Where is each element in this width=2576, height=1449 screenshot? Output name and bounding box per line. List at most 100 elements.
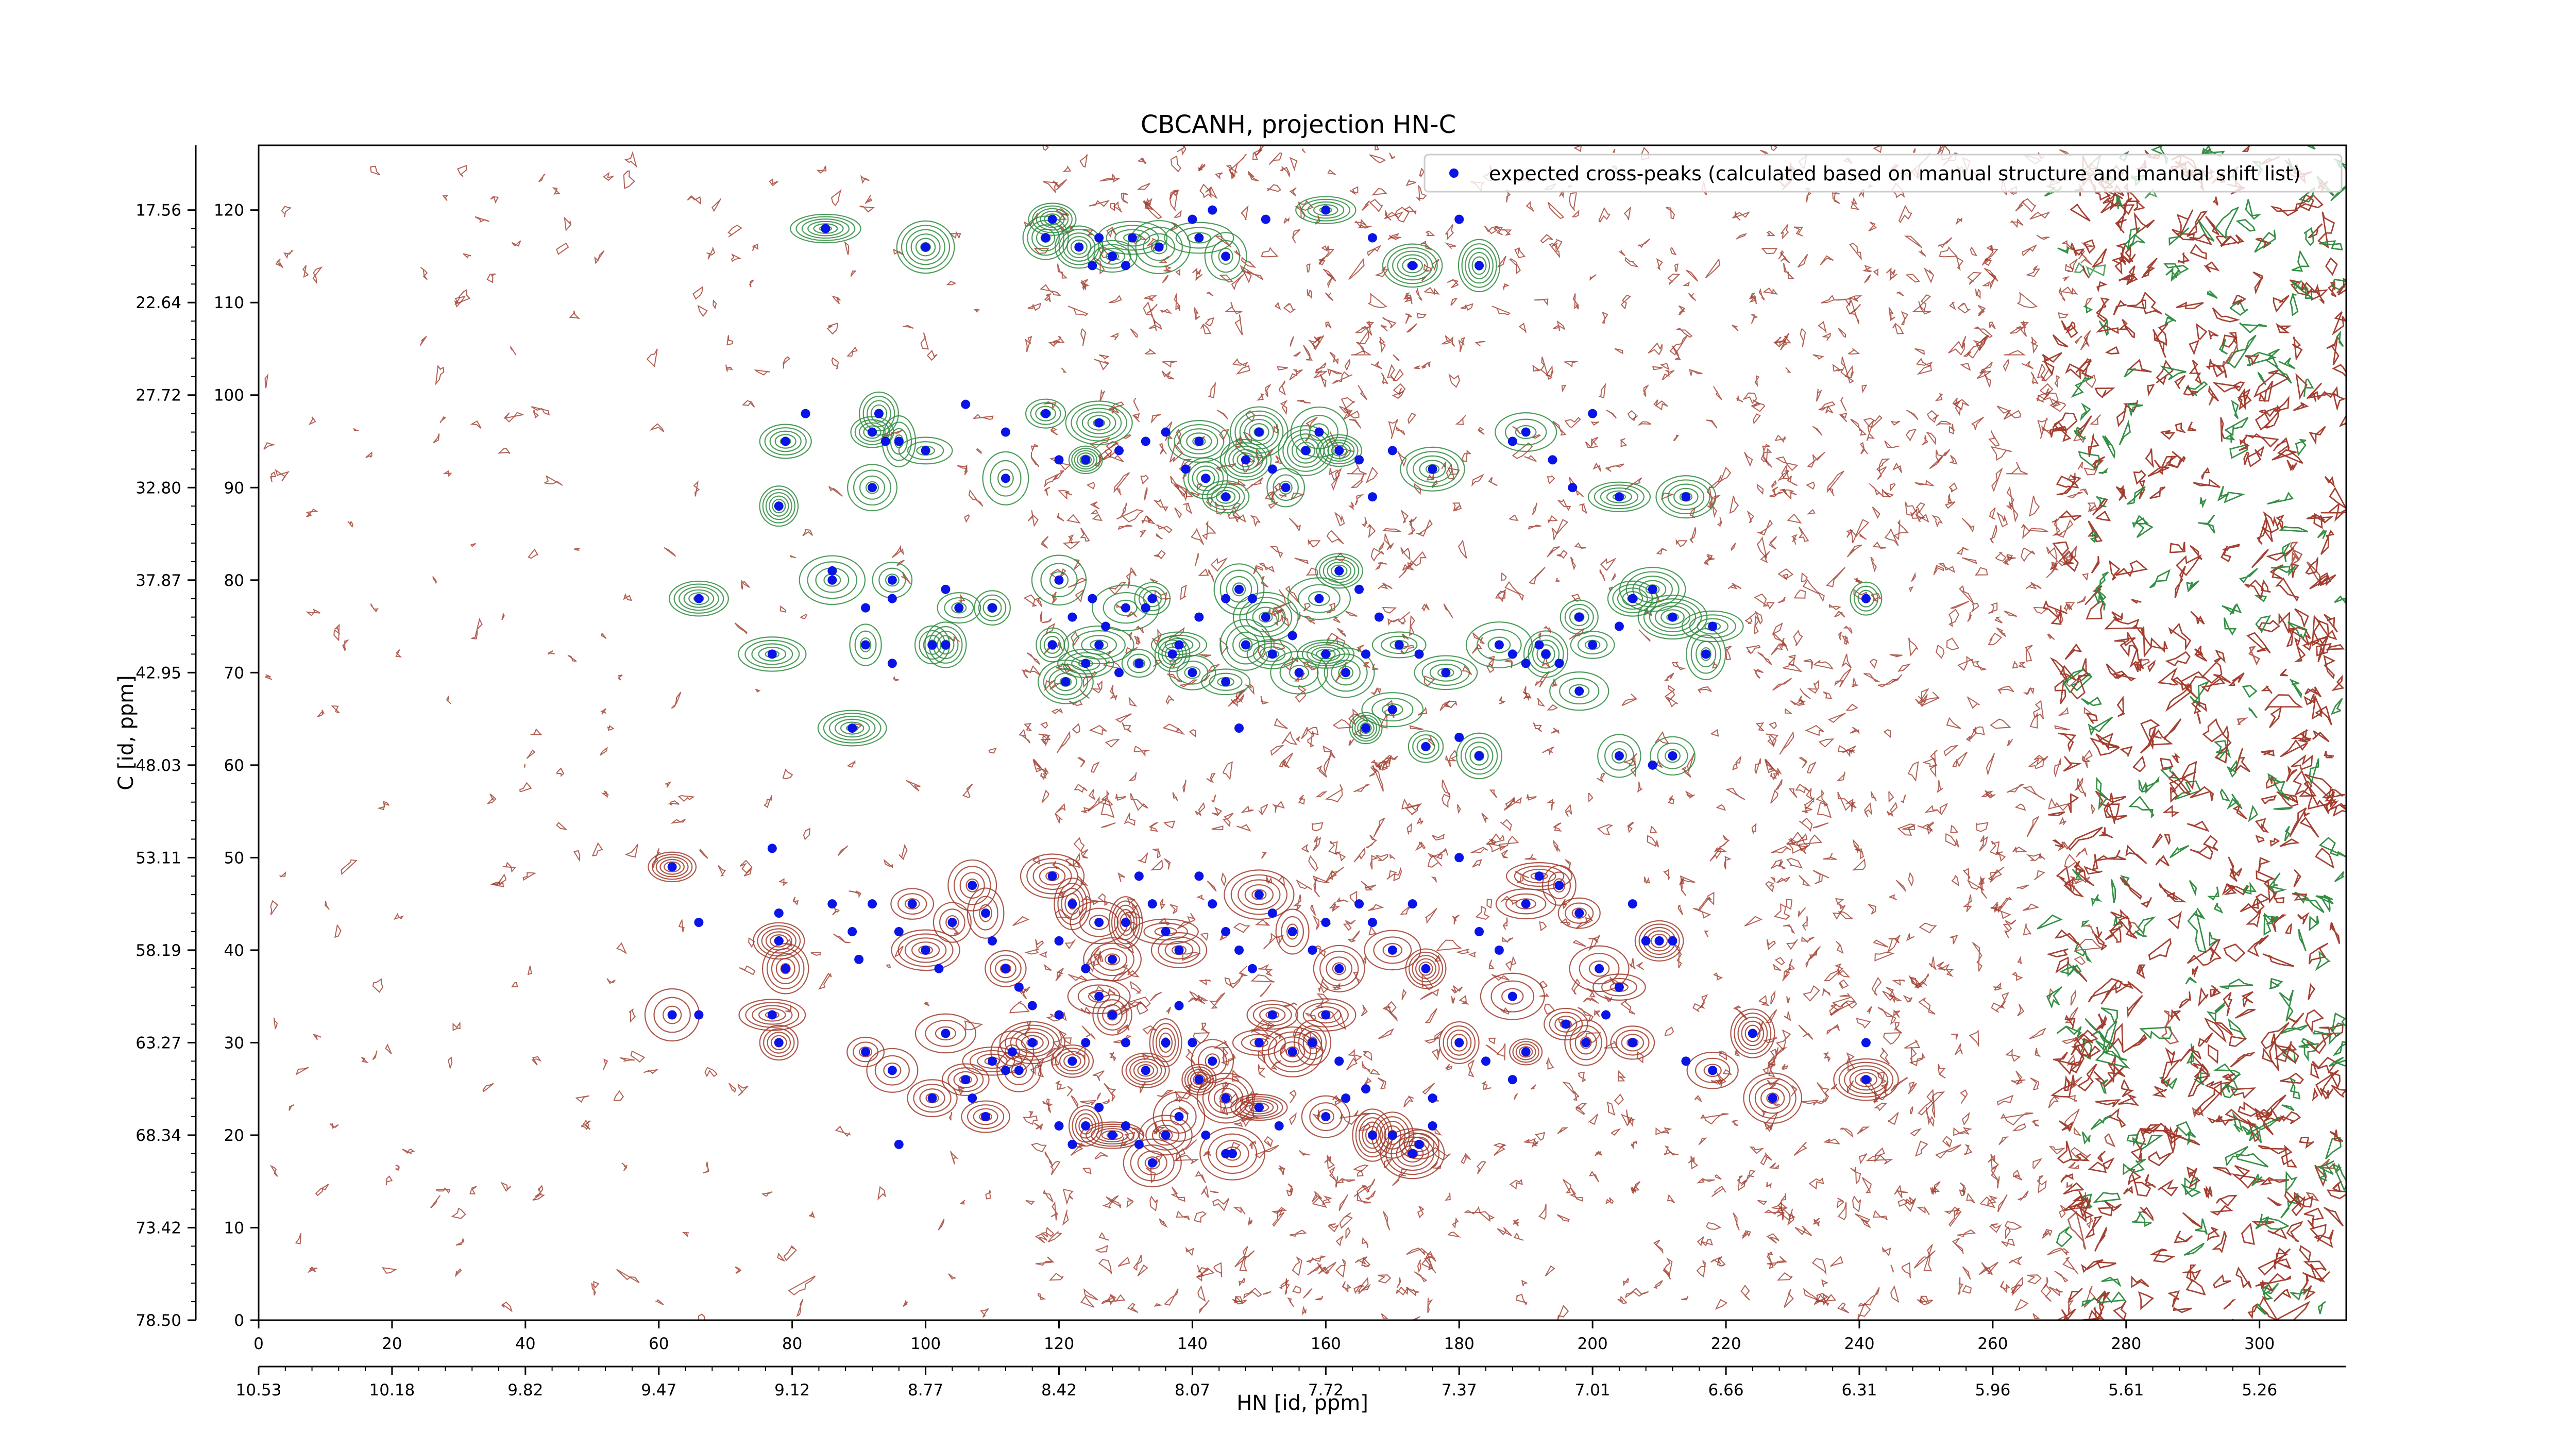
contour-ring [1519,1046,1533,1058]
cross-peak-marker [1014,1066,1024,1075]
contour-noise [1933,565,1944,575]
contour-noise [850,270,856,277]
contour-noise [2328,281,2337,297]
contour-ring [758,1008,786,1022]
contour-noise [1997,686,2014,694]
contour-noise [1598,382,1606,399]
contour-ring [933,902,972,943]
contour-noise [1347,1049,1363,1062]
contour-noise [2275,577,2299,602]
contour-noise [2140,897,2153,908]
contour-noise [1370,854,1379,870]
contour-noise [2059,1205,2066,1219]
contour-noise [2224,617,2237,636]
contour-noise [2273,295,2290,313]
contour-noise [2241,991,2253,1007]
cross-peak-marker [1234,945,1244,955]
contour-noise [1894,1184,1903,1199]
contour-noise [1991,467,2003,493]
contour-ring [1287,577,1351,620]
contour-noise [2081,1131,2091,1145]
contour-noise [2323,1206,2344,1227]
contour-noise [1842,745,1856,754]
contour-noise [1532,502,1538,515]
contour-ring [913,1084,952,1113]
contour-noise [1033,1122,1044,1130]
contour-noise [1012,916,1030,926]
contour-noise [2056,475,2081,496]
contour-noise [573,850,581,862]
contour-noise [372,978,384,993]
contour-noise [1822,988,1831,997]
contour-noise [1762,1064,1775,1074]
contour-noise [527,966,532,975]
contour-noise [1130,328,1138,338]
y-tick-label: 80 [224,571,244,590]
contour-noise [796,1299,804,1317]
contour-noise [1431,833,1445,841]
contour-noise [2042,1229,2053,1239]
contour-noise [2185,976,2197,985]
contour-noise [2029,712,2038,729]
contour-noise [1715,1174,1722,1180]
contour-noise [1747,510,1755,524]
contour-noise [1626,821,1634,833]
contour-noise [1472,632,1485,645]
contour-ring [769,430,802,452]
contour-noise [1921,435,1928,446]
contour-noise [1926,1088,1936,1118]
contour-noise [591,842,603,856]
contour-noise [1442,780,1451,797]
contour-ring [847,464,897,512]
contour-noise [2054,929,2079,946]
contour-noise [1682,281,1690,287]
contour-noise [1919,922,1937,934]
contour-noise [849,890,861,899]
contour-ring [1279,480,1293,495]
contour-noise [2319,1088,2334,1100]
contour-noise [2031,1119,2039,1127]
contour-noise [317,710,325,718]
contour-noise [2329,1056,2346,1067]
contour-noise [1744,612,1757,624]
contour-noise [1562,899,1568,909]
contour-noise [2231,399,2239,419]
cross-peak-marker [1241,455,1250,465]
contour-noise [832,295,841,305]
contour-noise [2093,1296,2105,1320]
contour-noise [1589,274,1597,281]
contour-noise [1535,1132,1546,1141]
contour-noise [2320,502,2345,522]
contour-noise [1812,1218,1820,1227]
contour-noise [1210,1190,1219,1193]
contour-ring [1315,553,1363,589]
contour-noise [2004,610,2018,617]
contour-noise [1159,443,1167,454]
contour-noise [2132,1211,2152,1227]
contour-noise [1319,374,1327,387]
contour-noise [1109,203,1115,211]
contour-noise [1074,783,1088,793]
cross-peak-marker [1208,1056,1217,1066]
cross-peak-marker [1614,982,1624,992]
contour-noise [1117,1024,1130,1035]
contour-noise [1716,804,1726,811]
contour-noise [1798,907,1806,918]
contour-ring [1844,1065,1888,1094]
contour-noise [2224,1083,2235,1093]
contour-noise [1893,1009,1901,1018]
contour-noise [1050,1201,1058,1221]
contour-noise [2061,240,2074,250]
x-tick-label: 200 [1578,1335,1608,1353]
contour-noise [2208,329,2219,340]
contour-noise [1489,789,1497,798]
contour-noise [1283,1002,1298,1007]
contour-noise [2129,648,2144,669]
contour-ring [1228,445,1263,474]
contour-noise [2324,614,2338,633]
contour-ring [1219,619,1272,671]
contour-noise [1852,858,1866,871]
contour-noise [2318,1167,2327,1182]
contour-noise [2319,1026,2331,1036]
contour-noise [1313,878,1320,898]
